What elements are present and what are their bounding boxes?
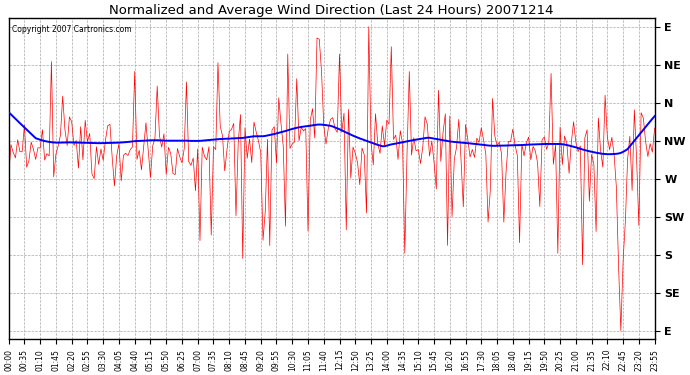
Text: Copyright 2007 Cartronics.com: Copyright 2007 Cartronics.com <box>12 25 132 34</box>
Title: Normalized and Average Wind Direction (Last 24 Hours) 20071214: Normalized and Average Wind Direction (L… <box>110 4 554 17</box>
